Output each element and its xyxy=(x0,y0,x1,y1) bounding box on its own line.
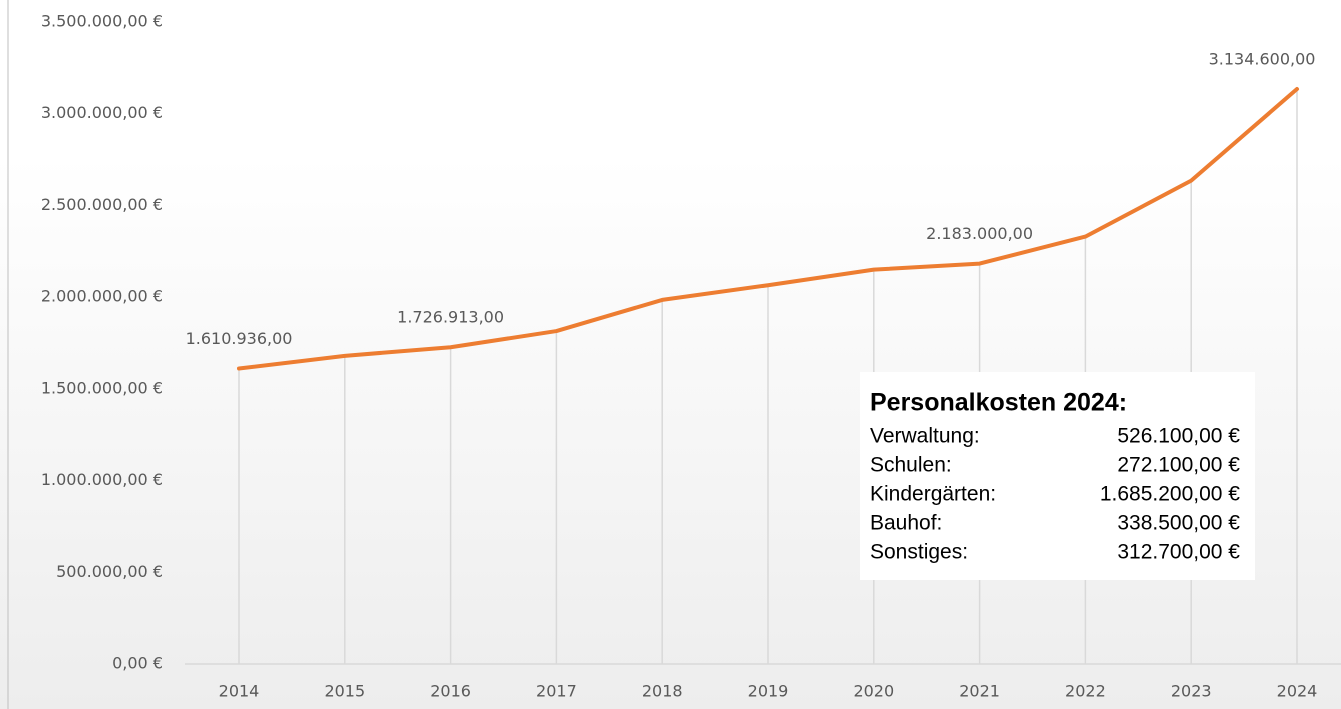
y-tick-label: 3.000.000,00 € xyxy=(41,103,163,122)
y-tick-label: 2.000.000,00 € xyxy=(41,287,163,306)
x-tick-label: 2022 xyxy=(1065,682,1106,701)
annotation-box: Personalkosten 2024: Verwaltung: 526.100,0… xyxy=(860,372,1255,580)
data-label: 1.610.936,00 xyxy=(186,329,293,348)
y-tick-label: 500.000,00 € xyxy=(56,562,163,581)
annotation-row-label: Sonstiges: xyxy=(870,541,968,564)
x-tick-label: 2024 xyxy=(1277,682,1318,701)
annotation-row-value: 338.500,00 € xyxy=(1117,512,1240,535)
x-tick-label: 2021 xyxy=(959,682,1000,701)
line-series xyxy=(237,87,1299,371)
y-tick-label: 0,00 € xyxy=(112,654,163,673)
x-tick-label: 2014 xyxy=(219,682,260,701)
annotation-title: Personalkosten 2024: xyxy=(870,389,1127,417)
annotation-row-label: Schulen: xyxy=(870,454,952,477)
annotation-row-value: 1.685.200,00 € xyxy=(1100,483,1240,506)
annotation-row-label: Bauhof: xyxy=(870,512,942,535)
x-tick-label: 2017 xyxy=(536,682,577,701)
annotation-row-label: Verwaltung: xyxy=(870,425,980,448)
annotation-row-label: Kindergärten: xyxy=(870,483,996,506)
y-tick-label: 1.000.000,00 € xyxy=(41,470,163,489)
annotation-background xyxy=(860,372,1255,580)
y-tick-label: 3.500.000,00 € xyxy=(41,12,163,31)
y-tick-label: 2.500.000,00 € xyxy=(41,195,163,214)
data-label: 3.134.600,00 xyxy=(1209,50,1316,69)
x-tick-label: 2018 xyxy=(642,682,683,701)
annotation-row-value: 272.100,00 € xyxy=(1117,454,1240,477)
x-tick-label: 2023 xyxy=(1171,682,1212,701)
data-label: 1.726.913,00 xyxy=(397,308,504,327)
x-tick-label: 2020 xyxy=(853,682,894,701)
x-tick-label: 2019 xyxy=(748,682,789,701)
data-label: 2.183.000,00 xyxy=(926,224,1033,243)
y-tick-label: 1.500.000,00 € xyxy=(41,378,163,397)
x-tick-label: 2016 xyxy=(430,682,471,701)
annotation-row-value: 526.100,00 € xyxy=(1117,425,1240,448)
x-tick-label: 2015 xyxy=(324,682,365,701)
annotation-row-value: 312.700,00 € xyxy=(1117,541,1240,564)
